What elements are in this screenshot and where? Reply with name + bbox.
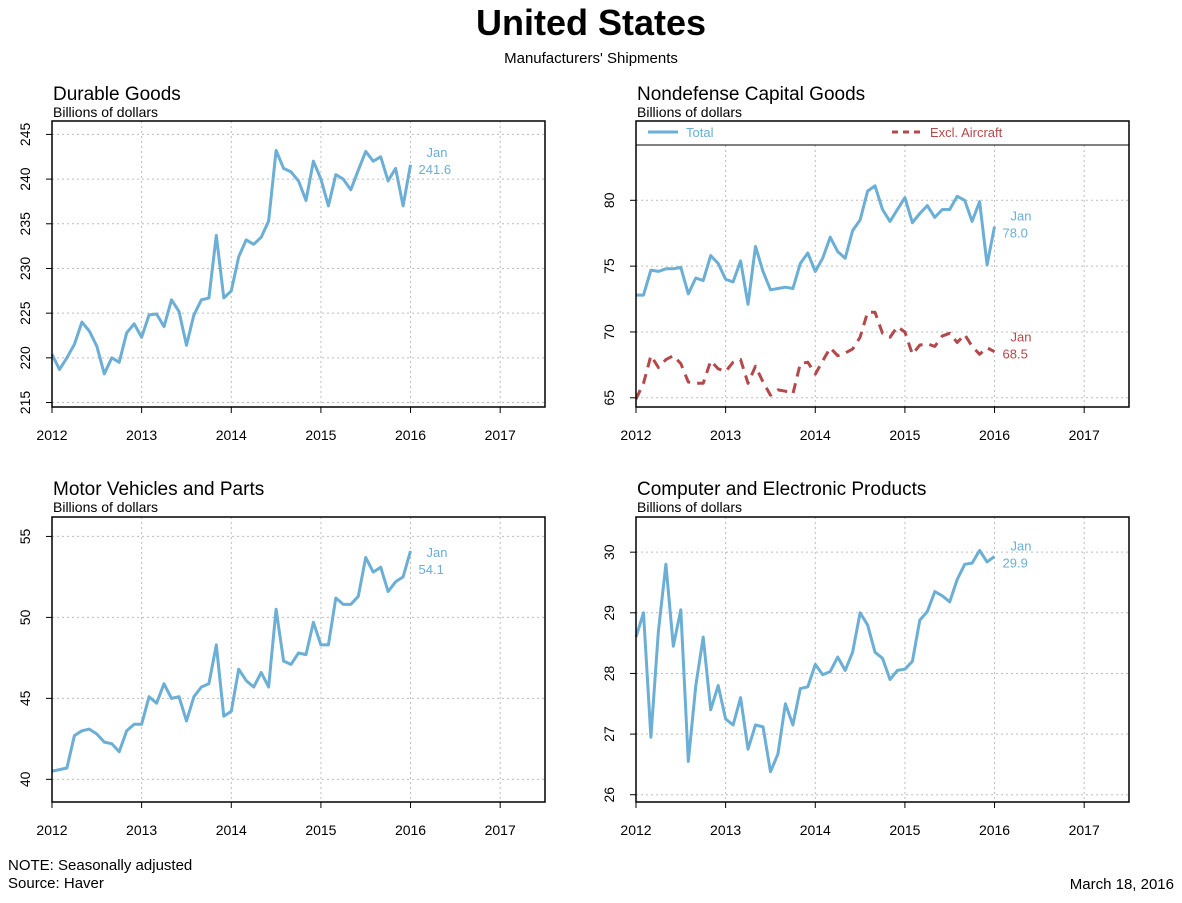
end-label-value: 78.0: [1003, 226, 1028, 241]
page-title: United States: [475, 2, 707, 43]
y-tick-label: 55: [17, 528, 33, 544]
x-tick-label: 2016: [979, 822, 1010, 838]
x-tick-label: 2013: [126, 822, 157, 838]
chart-durable-goods: 2012 2013 2014 2015 2016 2017 215 220 225 230 235 2…: [17, 120, 546, 443]
note-text: NOTE: Seasonally adjusted: [8, 857, 193, 874]
end-label-value: 68.5: [1003, 347, 1028, 362]
legend-label-excl-aircraft: Excl. Aircraft: [930, 125, 1003, 140]
y-tick-label: 75: [601, 258, 617, 274]
y-tick-label: 40: [17, 771, 33, 787]
panel-unit-computer-electronic: Billions of dollars: [637, 499, 743, 515]
y-tick-label: 225: [17, 301, 33, 325]
end-label-month: Jan: [1011, 209, 1032, 224]
x-tick-label: 2012: [36, 427, 67, 443]
end-label-value: 54.1: [419, 562, 444, 577]
y-tick-label: 70: [601, 324, 617, 340]
x-tick-label: 2017: [1069, 427, 1100, 443]
page-subtitle: Manufacturers' Shipments: [504, 50, 678, 67]
x-tick-label: 2013: [126, 427, 157, 443]
y-tick-label: 27: [601, 726, 617, 742]
y-tick-label: 245: [17, 123, 33, 147]
y-tick-label: 220: [17, 346, 33, 370]
plot-frame: [635, 120, 1130, 408]
chart-motor-vehicles-and-parts: 2012 2013 2014 2015 2016 2017 40 45 50 55 Jan 54.1: [17, 516, 546, 838]
x-tick-label: 2015: [889, 822, 920, 838]
y-tick-label: 235: [17, 212, 33, 236]
y-tick-label: 215: [17, 391, 33, 415]
x-tick-label: 2012: [620, 822, 651, 838]
y-tick-label: 50: [17, 609, 33, 625]
plot-frame: [51, 120, 546, 408]
series-line-total: [50, 149, 412, 376]
x-tick-label: 2017: [485, 427, 516, 443]
y-tick-label: 80: [601, 192, 617, 208]
end-label-value: 29.9: [1003, 555, 1028, 570]
y-tick-label: 29: [601, 605, 617, 621]
series-line-total: [51, 550, 412, 773]
panel-title-nondefense-capital-goods: Nondefense Capital Goods: [637, 84, 866, 105]
x-tick-label: 2014: [800, 822, 831, 838]
footer-date: March 18, 2016: [1069, 876, 1174, 893]
end-label-month: Jan: [1011, 538, 1032, 553]
y-tick-label: 230: [17, 257, 33, 281]
y-tick-label: 45: [17, 690, 33, 706]
x-tick-label: 2014: [800, 427, 831, 443]
panel-title-motor-vehicles: Motor Vehicles and Parts: [53, 479, 265, 500]
panel-title-computer-electronic: Computer and Electronic Products: [637, 479, 927, 500]
source-text: Source: Haver: [8, 875, 104, 892]
x-tick-label: 2015: [305, 822, 336, 838]
series-line-excl-aircraft: [634, 310, 996, 400]
end-label-month: Jan: [427, 145, 448, 160]
y-tick-label: 30: [601, 544, 617, 560]
x-tick-label: 2014: [216, 822, 247, 838]
x-tick-label: 2016: [979, 427, 1010, 443]
x-tick-label: 2017: [485, 822, 516, 838]
x-tick-label: 2017: [1069, 822, 1100, 838]
x-tick-label: 2016: [395, 427, 426, 443]
panel-unit-durable-goods: Billions of dollars: [53, 104, 159, 120]
end-label-month: Jan: [427, 545, 448, 560]
x-tick-label: 2012: [620, 427, 651, 443]
chart-computer-and-electronic-products: 2012 2013 2014 2015 2016 2017 26 27 28 29 30 Jan 29.…: [601, 516, 1130, 838]
x-tick-label: 2014: [216, 427, 247, 443]
y-tick-label: 240: [17, 167, 33, 191]
legend-label-total: Total: [686, 125, 714, 140]
series-line-total: [634, 548, 996, 774]
series-line-total: [636, 184, 996, 306]
x-tick-label: 2016: [395, 822, 426, 838]
footer-note: NOTE: Seasonally adjusted Source: Haver: [8, 857, 192, 893]
panel-title-durable-goods: Durable Goods: [53, 84, 181, 105]
x-tick-label: 2015: [305, 427, 336, 443]
chart-nondefense-capital-goods: 2012 2013 2014 2015 2016 2017 65 70 75 80 Jan 78.0 J…: [601, 120, 1130, 443]
x-tick-label: 2012: [36, 822, 67, 838]
plot-frame: [635, 516, 1130, 803]
x-tick-label: 2013: [710, 427, 741, 443]
end-label-month: Jan: [1011, 330, 1032, 345]
plot-frame: [51, 516, 546, 803]
x-tick-label: 2013: [710, 822, 741, 838]
end-label-value: 241.6: [419, 162, 452, 177]
y-tick-label: 26: [601, 787, 617, 803]
y-tick-label: 65: [601, 390, 617, 406]
y-tick-label: 28: [601, 665, 617, 681]
panel-unit-nondefense-capital-goods: Billions of dollars: [637, 104, 743, 120]
x-tick-label: 2015: [889, 427, 920, 443]
panel-unit-motor-vehicles: Billions of dollars: [53, 499, 159, 515]
